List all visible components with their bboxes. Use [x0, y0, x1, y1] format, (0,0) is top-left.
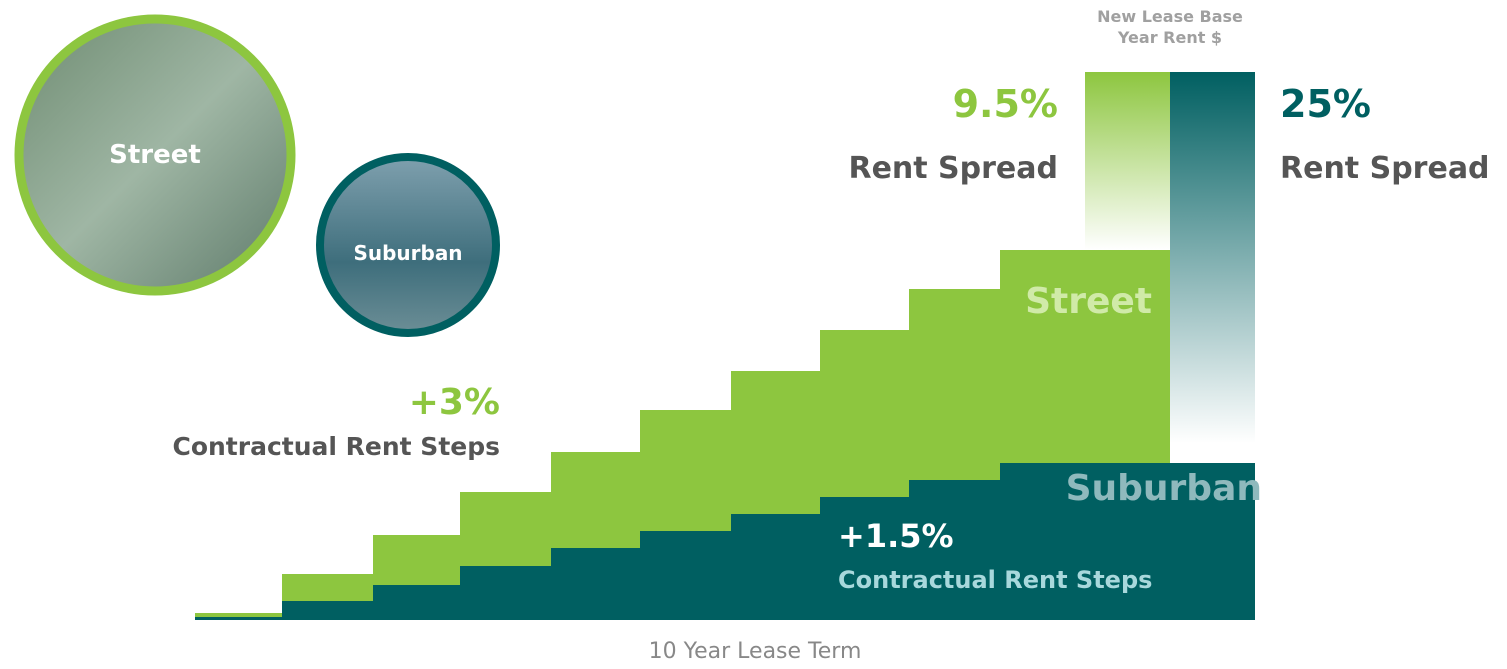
- street-photo: [14, 14, 296, 296]
- photo-label: Suburban: [353, 241, 462, 265]
- series-label: Suburban: [1066, 468, 1262, 509]
- suburban-spread-label: Rent Spread: [1280, 151, 1490, 186]
- suburban-spread-value: 25%: [1280, 82, 1371, 126]
- street-spread-value: 9.5%: [953, 82, 1058, 126]
- street-steps-label: Contractual Rent Steps: [172, 432, 500, 461]
- street-steps-value: +3%: [409, 382, 500, 423]
- suburban-photo: [316, 153, 500, 337]
- street-spread-bar: [1085, 72, 1170, 250]
- x-axis-label: 10 Year Lease Term: [649, 639, 862, 664]
- photo-label: Street: [109, 140, 201, 170]
- suburban-spread-bar: [1170, 72, 1255, 463]
- series-label: Street: [1025, 281, 1152, 322]
- suburban-steps-label: Contractual Rent Steps: [838, 566, 1152, 594]
- suburban-steps: [195, 463, 1255, 620]
- bar-header: New Lease Base Year Rent $: [1097, 7, 1243, 47]
- street-spread-label: Rent Spread: [848, 151, 1058, 186]
- suburban-steps-value: +1.5%: [838, 517, 954, 555]
